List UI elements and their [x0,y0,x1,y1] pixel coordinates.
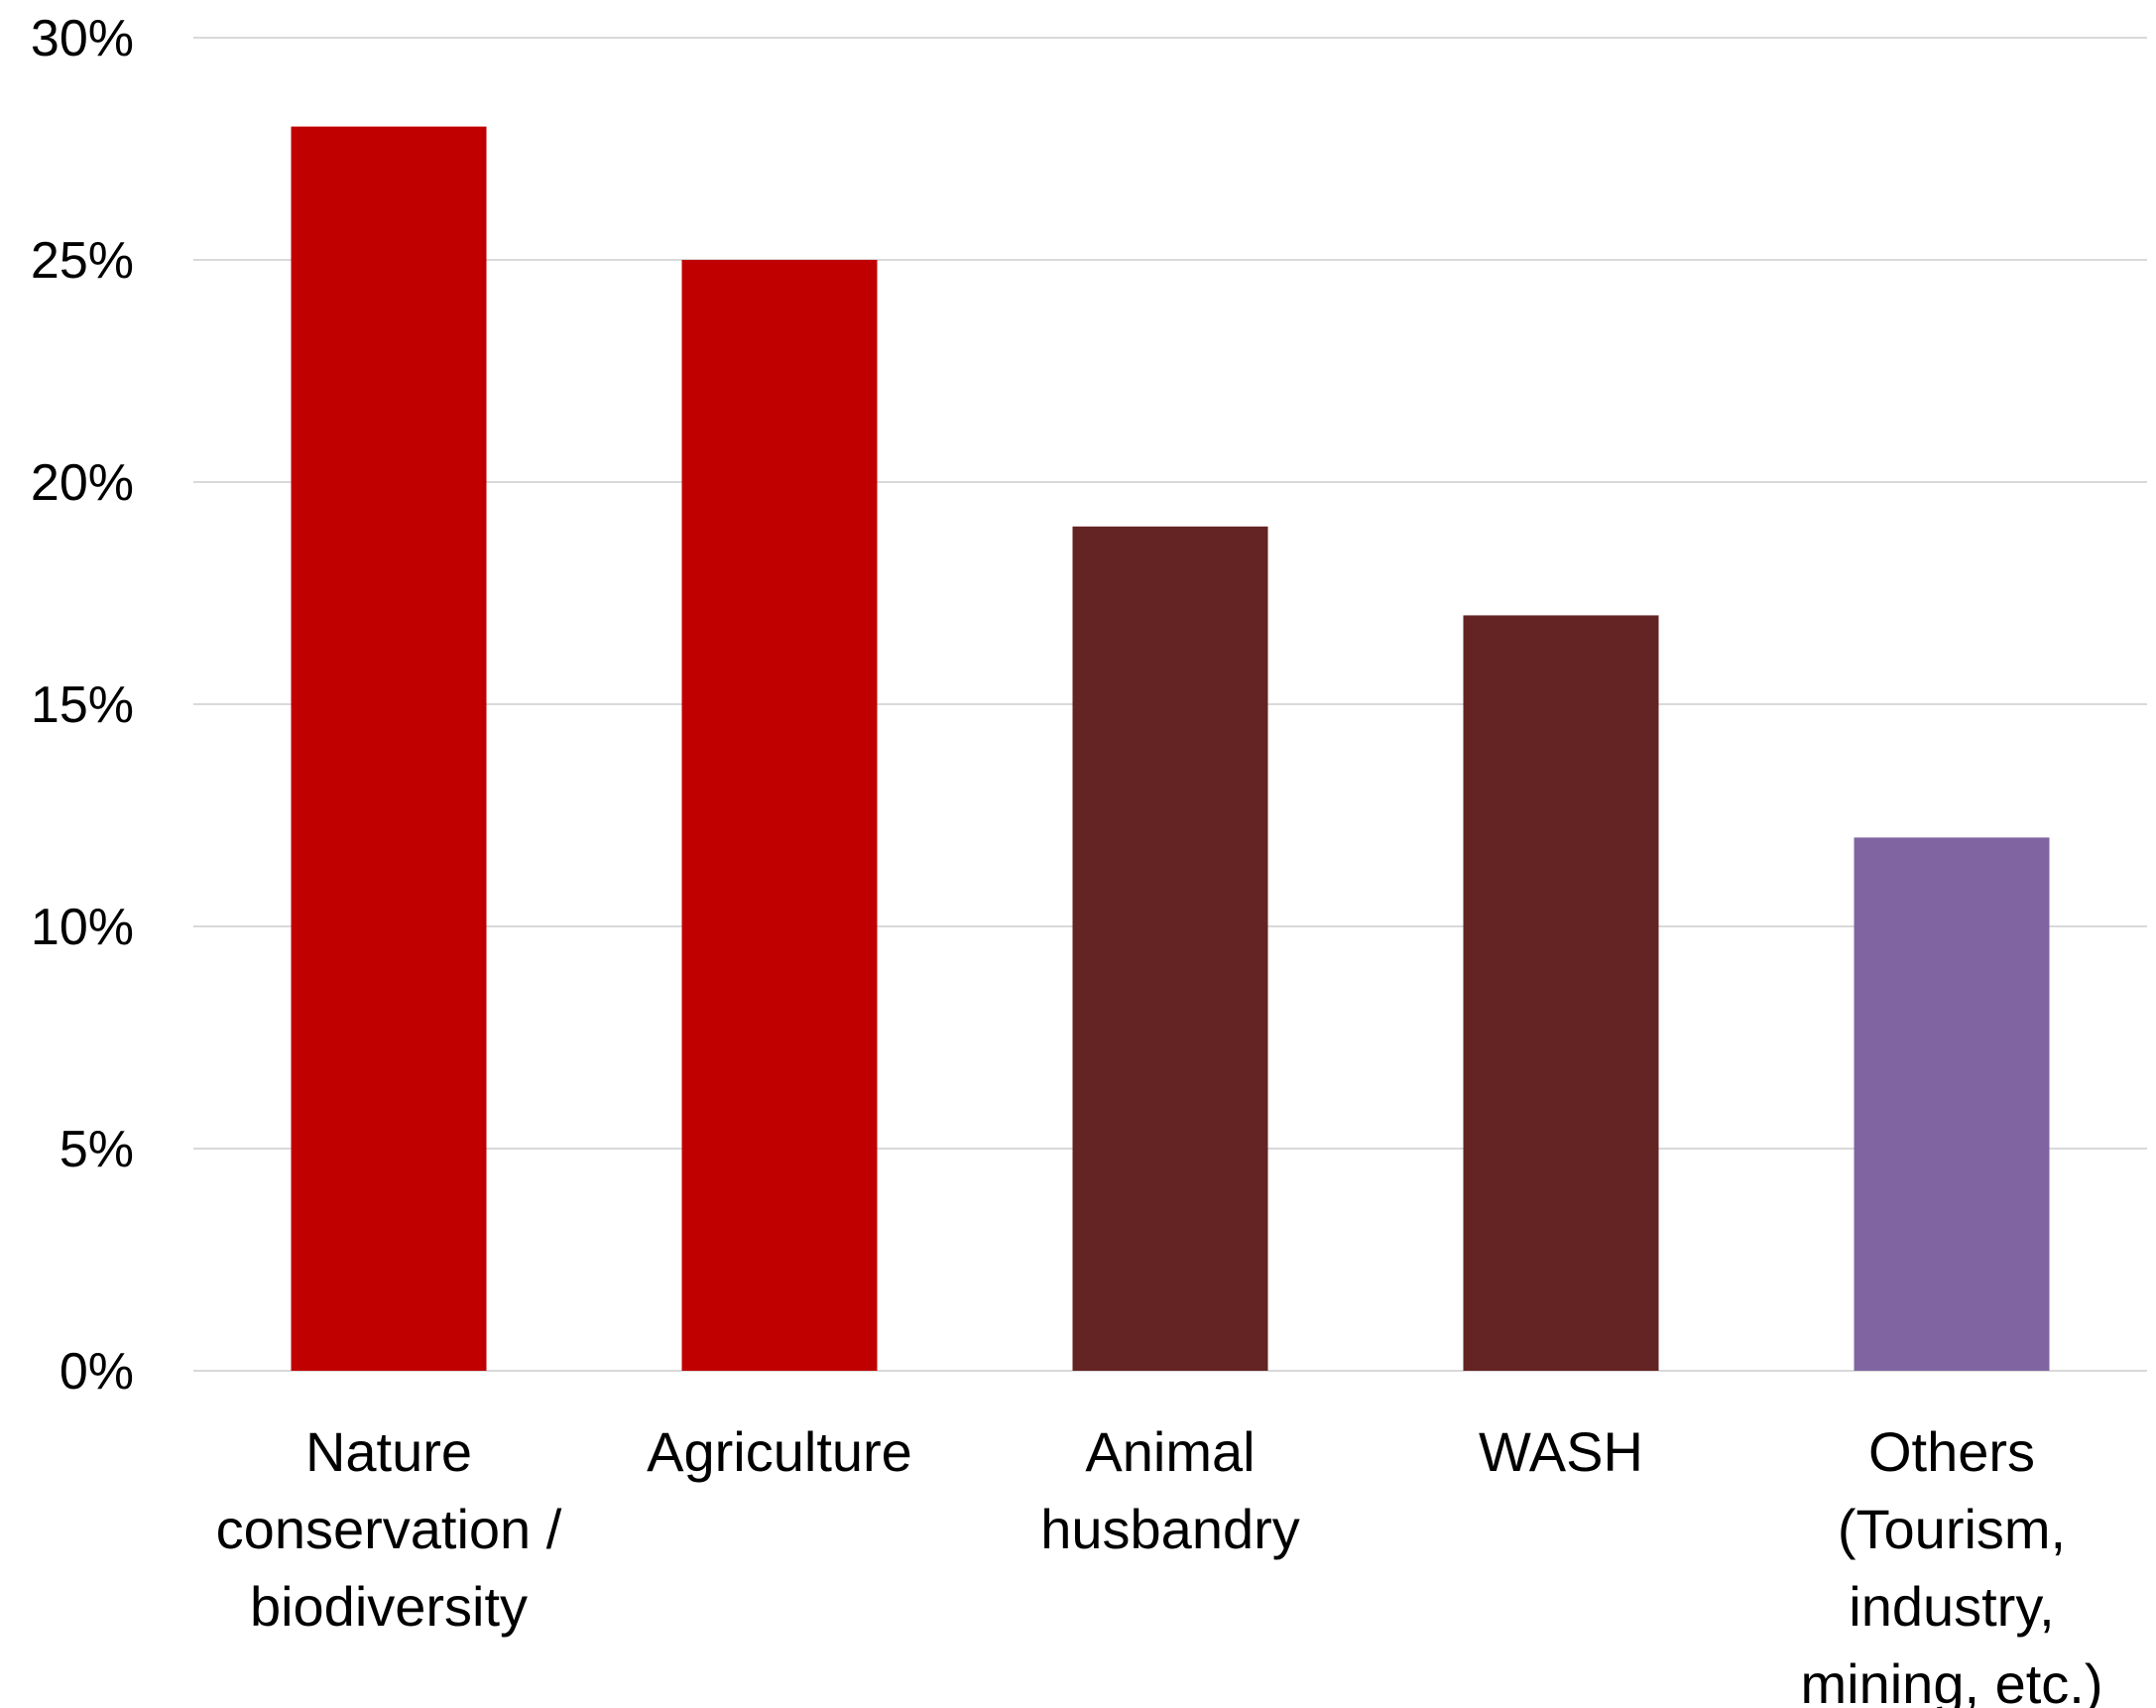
bar [1463,615,1659,1371]
bar [291,126,487,1372]
x-category-label-line: Nature [305,1420,472,1483]
bar [681,260,878,1371]
x-category-label: Others (Tourism, industry, mining, etc.) [1801,1420,2103,1708]
x-category-label-line: WASH [1479,1420,1643,1483]
x-category-label: Animal husbandry [1040,1420,1300,1560]
bar [1854,837,2050,1371]
x-category-label-line: Animal [1085,1420,1255,1483]
x-axis-labels: Nature conservation / biodiversity Agricult… [216,1420,2103,1708]
x-category-label: Nature conservation / biodiversity [216,1420,562,1638]
x-category-label-line: (Tourism, [1838,1498,2066,1560]
y-tick-label: 20% [31,454,134,512]
y-tick-label: 15% [31,676,134,734]
x-category-label-line: husbandry [1040,1498,1300,1560]
y-tick-label: 30% [31,10,134,67]
x-category-label-line: Others [1868,1420,2035,1483]
x-category-label: Agriculture [647,1420,912,1483]
x-category-label: WASH [1479,1420,1643,1483]
x-category-label-line: biodiversity [250,1575,528,1638]
bars [291,126,2050,1372]
y-tick-label: 5% [60,1121,134,1178]
x-category-label-line: conservation / [216,1498,562,1560]
y-tick-label: 10% [31,899,134,956]
y-tick-label: 25% [31,232,134,290]
x-category-label-line: mining, etc.) [1801,1652,2103,1708]
y-tick-label: 0% [60,1343,134,1401]
x-category-label-line: industry, [1849,1575,2054,1638]
y-axis-ticks: 0% 5% 10% 15% 20% 25% 30% [31,10,134,1401]
bar [1072,526,1268,1371]
x-category-label-line: Agriculture [647,1420,912,1483]
